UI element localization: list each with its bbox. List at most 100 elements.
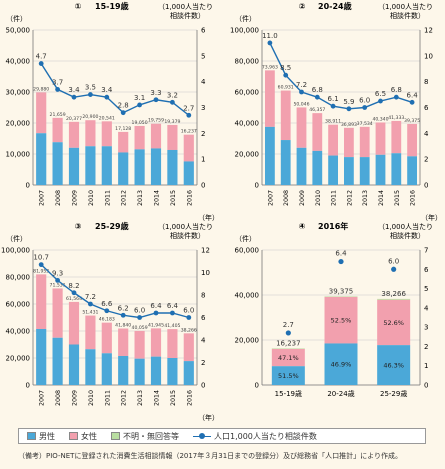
- panel1-y-tick-label: 40,000: [6, 58, 31, 66]
- panel2-bar-female: [265, 70, 275, 127]
- panel2-bar-male: [407, 156, 417, 185]
- panel1-total-label: 20,900: [82, 114, 98, 120]
- panel2-x-tick-label: 2010: [315, 190, 322, 206]
- panel2-rate-label: 6.4: [407, 91, 419, 99]
- panel3-y2-tick-label: 4: [201, 337, 206, 345]
- panel4-bar-male: [377, 345, 411, 385]
- panel2-total-label: 73,963: [262, 64, 278, 70]
- panel3-rate-label: 8.2: [68, 282, 79, 290]
- panel3-y2-tick-label: 8: [201, 292, 205, 300]
- panel2-total-label: 50,046: [293, 101, 309, 107]
- panel2-y2-tick-label: 2: [424, 156, 428, 164]
- panel1-y-tick-label: 30,000: [6, 89, 31, 97]
- panel3-rate-label: 6.2: [118, 304, 129, 312]
- panel2-total-label: 36,893: [341, 122, 357, 128]
- panel2-bar-female: [407, 123, 417, 157]
- panel1-x-tick-label: 2013: [137, 190, 144, 206]
- panel2-rate-point: [283, 72, 289, 78]
- panel4-y2-tick-label: 4: [424, 304, 429, 312]
- panel2-bar-male: [312, 150, 323, 185]
- panel2-bar-female: [280, 90, 291, 141]
- panel3-bar-female: [183, 333, 194, 362]
- panel2-x-tick-label: 2007: [267, 190, 274, 206]
- panel2-rate-label: 7.2: [296, 81, 307, 89]
- panel4-y2-tick-label: 2: [424, 343, 428, 351]
- panel1-bar-female: [68, 121, 80, 148]
- panel2-total-label: 41,333: [388, 115, 404, 121]
- panel3-rate-point: [170, 310, 175, 316]
- panel3-bar-male: [150, 356, 162, 385]
- panel3-rate-label: 6.0: [134, 307, 145, 315]
- panel1-rate-point: [71, 94, 77, 100]
- panel2-y2-tick-label: 10: [424, 52, 433, 60]
- panel3-rate-point: [153, 310, 159, 316]
- panel2-rate-label: 6.8: [312, 86, 323, 94]
- panel3-total-label: 41,840: [115, 323, 131, 329]
- panel1-bar-male: [101, 146, 112, 185]
- panel1-y2-tick-label: 3: [201, 104, 205, 112]
- panel2-bar-female: [344, 127, 354, 158]
- panel2-total-label: 46,357: [309, 107, 325, 113]
- panel1-y-tick-label: 20,000: [6, 120, 31, 128]
- panel2-rate-point: [393, 94, 399, 100]
- panel3-bar-male: [183, 361, 194, 385]
- panel4-rate-point: [285, 330, 291, 336]
- legend-unknown-label: 不明・無回答等: [123, 431, 179, 441]
- panel1-x-tick-label: 2012: [121, 190, 128, 206]
- panel3-y-tick-label: 100,000: [1, 247, 30, 255]
- panel3-rate-point: [38, 262, 44, 268]
- panel2-number: ②: [299, 2, 306, 11]
- panel2-bar-male: [344, 157, 354, 185]
- panel3-y-tick-label: 0: [26, 382, 30, 390]
- panel3-x-unit: （年）: [198, 413, 219, 422]
- panel2-y2-tick-label: 6: [424, 104, 429, 112]
- panel2-title: 20-24歳: [318, 1, 352, 11]
- panel1-x-tick-label: 2015: [170, 190, 177, 206]
- panel1-rate-label: 3.3: [150, 89, 161, 97]
- panel2-rate-line: [269, 42, 413, 110]
- panel1-rate-label: 4.7: [36, 53, 47, 61]
- panel2-right-axis-label-2: 相談件数）: [390, 11, 425, 20]
- panel1-rate-label: 2.8: [118, 102, 129, 110]
- legend-line-marker: [193, 432, 211, 440]
- panel3-rate-line: [40, 264, 189, 319]
- panel4-total-label: 39,375: [329, 287, 354, 295]
- panel1-y2-tick-label: 0: [201, 182, 205, 190]
- panel3-y2-tick-label: 0: [201, 382, 205, 390]
- legend-male: 男性: [27, 431, 55, 442]
- panel1-y2-tick-label: 4: [201, 78, 206, 86]
- panel2-bar-male: [265, 126, 275, 185]
- panel2-total-label: 38,911: [325, 119, 341, 125]
- panel1-bar-female: [118, 131, 129, 153]
- panel1-x-tick-label: 2014: [154, 190, 161, 206]
- panel4-y-tick-label: 20,000: [235, 337, 260, 345]
- panel1-rate-point: [104, 94, 110, 100]
- panel1-rate-label: 3.2: [167, 91, 178, 99]
- panel3-total-label: 61,564: [66, 296, 82, 302]
- panel1-y2-tick-label: 1: [201, 156, 205, 164]
- panel2-x-unit: （年）: [421, 213, 442, 222]
- panel4-rate-label: 6.4: [335, 250, 347, 258]
- panel1-rate-point: [153, 97, 159, 103]
- panel3-bar-female: [68, 301, 80, 345]
- panel1-bar-female: [134, 125, 145, 150]
- panel3-rate-label: 10.7: [33, 254, 49, 262]
- panel1-rate-line: [40, 63, 190, 116]
- panel1-bar-female: [150, 123, 162, 149]
- panel3-x-tick-label: 2015: [170, 390, 177, 406]
- panel2-rate-label: 8.5: [280, 64, 291, 72]
- panel4-right-axis-label-1: （1,000人当たり: [378, 222, 433, 231]
- panel3-total-label: 81,953: [33, 268, 49, 274]
- panel4-bar-female: [271, 348, 305, 367]
- panel4-y2-tick-label: 5: [424, 285, 428, 293]
- panel3-x-tick-label: 2008: [55, 390, 62, 406]
- panel3-y-tick-label: 20,000: [6, 355, 31, 363]
- panel1-x-tick-label: 2010: [88, 190, 95, 206]
- panel1-total-label: 20,541: [99, 115, 115, 121]
- panel3-y-tick-label: 40,000: [6, 328, 31, 336]
- panel3-bar-female: [118, 328, 129, 356]
- panel1-y2-tick-label: 6: [201, 27, 206, 35]
- panel2-x-tick-label: 2015: [394, 190, 401, 206]
- panel2-rate-point: [299, 89, 304, 95]
- legend-unknown: 不明・無回答等: [111, 431, 179, 442]
